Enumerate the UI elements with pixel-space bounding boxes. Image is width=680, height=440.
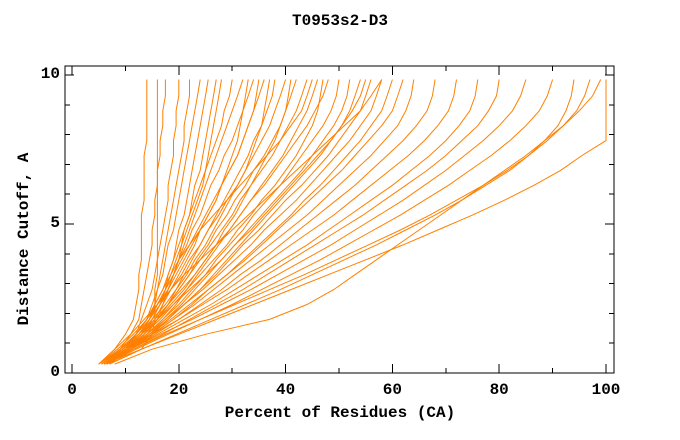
model-curve <box>114 79 602 365</box>
x-tick-label: 40 <box>275 381 296 399</box>
model-curve <box>103 79 415 365</box>
x-tick-label: 60 <box>382 381 402 399</box>
model-curve <box>106 79 372 365</box>
model-curve <box>109 79 607 365</box>
model-curve <box>103 79 383 365</box>
model-curve <box>106 79 324 365</box>
model-curve <box>101 79 166 365</box>
model-curve <box>98 79 383 365</box>
model-curve <box>103 79 265 365</box>
model-curve <box>103 79 479 365</box>
model-curve <box>101 79 222 365</box>
model-curve <box>101 79 255 365</box>
x-axis-label: Percent of Residues (CA) <box>224 404 456 422</box>
model-curve <box>103 79 340 365</box>
y-tick-label: 5 <box>50 214 60 232</box>
model-curve <box>103 79 457 365</box>
model-curve <box>103 79 180 365</box>
model-curve <box>103 79 158 365</box>
chart-title: T0953s2-D3 <box>291 12 388 30</box>
model-curve <box>103 79 527 365</box>
model-curve <box>101 79 329 365</box>
model-curve <box>103 79 404 365</box>
model-curve <box>103 79 591 365</box>
model-curve <box>109 79 575 365</box>
x-tick-label: 0 <box>67 381 77 399</box>
model-curve <box>98 79 148 365</box>
model-curve <box>103 79 297 365</box>
x-tick-label: 80 <box>489 381 509 399</box>
model-curve <box>103 79 367 365</box>
y-tick-label: 0 <box>50 363 60 381</box>
model-curve <box>106 79 500 365</box>
x-tick-label: 100 <box>591 381 621 399</box>
x-tick-label: 20 <box>169 381 189 399</box>
model-curve <box>106 79 554 365</box>
model-curve <box>103 79 244 365</box>
model-curve <box>101 79 313 365</box>
model-curve <box>101 79 287 365</box>
y-tick-label: 10 <box>40 65 60 83</box>
